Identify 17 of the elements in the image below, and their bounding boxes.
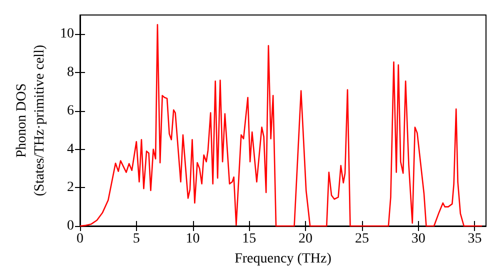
y-tick-label: 6: [67, 103, 74, 118]
x-tick-label: 20: [298, 232, 313, 246]
x-tick-label: 15: [242, 232, 256, 246]
x-tick-label: 10: [186, 232, 200, 246]
y-axis-title: Phonon DOS (States/THz·primitive cell): [14, 44, 48, 196]
x-tick-label: 5: [132, 232, 140, 246]
x-axis-title: Frequency (THz): [234, 252, 332, 266]
y-tick-label: 10: [60, 26, 74, 42]
x-tick-label: 35: [468, 232, 482, 246]
x-tick-label: 30: [411, 232, 426, 246]
line-series: [79, 24, 483, 227]
y-tick-label: 2: [67, 180, 74, 196]
x-tick-label: 25: [354, 232, 369, 246]
y-tick-label: 0: [67, 218, 74, 234]
y-tick-label: 4: [67, 142, 74, 157]
y-tick-label: 8: [67, 65, 74, 80]
x-tick-label: 0: [76, 232, 84, 246]
